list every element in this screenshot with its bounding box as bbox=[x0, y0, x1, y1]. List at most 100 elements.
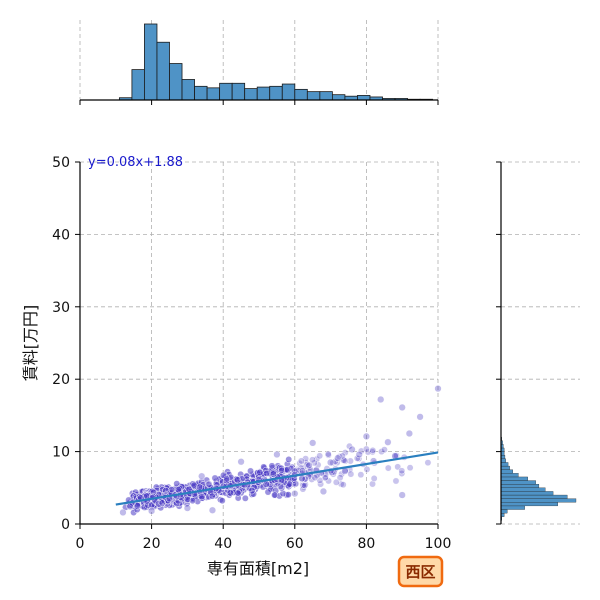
scatter-point bbox=[262, 480, 270, 488]
y-hist-bar bbox=[500, 469, 513, 474]
y-hist-bar bbox=[500, 465, 510, 470]
scatter-point bbox=[234, 489, 242, 497]
scatter-point bbox=[284, 491, 292, 499]
scatter-point bbox=[126, 502, 134, 511]
scatter-point bbox=[198, 492, 206, 501]
scatter-point bbox=[269, 470, 277, 478]
scatter-point bbox=[155, 500, 163, 508]
scatter-point bbox=[305, 461, 313, 470]
y-hist-bar bbox=[500, 462, 509, 467]
scatter-point bbox=[291, 467, 299, 475]
scatter-point bbox=[119, 508, 127, 517]
y-tick-label: 20 bbox=[52, 372, 70, 388]
x-hist-bar bbox=[194, 85, 208, 101]
scatter-point bbox=[301, 482, 309, 489]
scatter-point bbox=[309, 439, 317, 447]
district-badge-label: 西区 bbox=[405, 563, 435, 581]
scatter-point bbox=[339, 481, 347, 489]
scatter-point bbox=[353, 454, 361, 462]
scatter-point bbox=[406, 464, 414, 472]
scatter-point bbox=[162, 487, 170, 495]
scatter-point bbox=[434, 384, 442, 393]
scatter-point bbox=[369, 480, 376, 488]
scatter-point bbox=[298, 474, 306, 483]
x-tick-label: 80 bbox=[357, 536, 375, 552]
scatter-point bbox=[268, 462, 276, 470]
y-hist-bar bbox=[500, 498, 577, 503]
y-hist-bar bbox=[500, 505, 525, 510]
scatter-point bbox=[223, 475, 231, 483]
scatter-point bbox=[416, 413, 424, 421]
x-hist-bar bbox=[181, 79, 195, 101]
x-hist-bar bbox=[156, 41, 170, 101]
scatter-point bbox=[299, 481, 307, 489]
scatter-point bbox=[392, 477, 400, 485]
scatter-point bbox=[324, 450, 332, 458]
x-tick-label: 100 bbox=[425, 536, 452, 552]
scatter-point bbox=[196, 483, 204, 491]
scatter-point bbox=[133, 502, 141, 510]
y-hist-bar bbox=[500, 476, 528, 481]
scatter-point bbox=[285, 456, 293, 463]
y-tick-label: 0 bbox=[61, 517, 70, 533]
scatter-point bbox=[198, 472, 206, 480]
scatter-point bbox=[326, 458, 335, 467]
y-tick-label: 40 bbox=[52, 227, 70, 243]
scatter-point bbox=[347, 470, 355, 478]
x-hist-bar bbox=[357, 95, 371, 101]
scatter-point bbox=[363, 465, 371, 473]
scatter-point bbox=[424, 459, 432, 467]
scatter-point bbox=[405, 429, 414, 438]
scatter-point bbox=[340, 456, 348, 464]
scatter-point bbox=[377, 395, 385, 404]
scatter-point bbox=[211, 474, 219, 482]
scatter-point bbox=[237, 458, 245, 466]
y-hist-bar bbox=[500, 458, 506, 463]
scatter-point bbox=[273, 450, 281, 459]
y-hist-bar bbox=[500, 502, 558, 507]
scatter-point bbox=[248, 487, 256, 495]
x-hist-bar bbox=[319, 91, 333, 101]
x-hist-bar bbox=[281, 83, 296, 101]
x-hist-bar bbox=[131, 69, 145, 101]
scatter-point bbox=[398, 470, 406, 477]
scatter-point bbox=[355, 450, 363, 459]
scatter-point bbox=[157, 498, 165, 506]
scatter-point bbox=[314, 461, 322, 469]
scatter-point bbox=[283, 466, 292, 474]
scatter-point bbox=[174, 486, 182, 494]
scatter-point bbox=[311, 474, 319, 482]
scatter-point bbox=[233, 476, 242, 484]
scatter-point bbox=[250, 490, 257, 498]
scatter-point bbox=[264, 488, 272, 496]
scatter-point bbox=[362, 432, 371, 441]
scatter-point bbox=[321, 474, 329, 482]
scatter-point bbox=[332, 478, 340, 486]
scatter-point bbox=[297, 457, 305, 465]
scatter-point bbox=[276, 482, 285, 491]
x-hist-bar bbox=[256, 86, 271, 101]
x-axis-label: 専有面積[m2] bbox=[207, 559, 309, 578]
x-hist-bar bbox=[169, 63, 183, 101]
scatter-point bbox=[398, 491, 406, 499]
scatter-point bbox=[271, 491, 279, 499]
scatter-point bbox=[140, 503, 149, 511]
x-hist-bar bbox=[206, 87, 221, 101]
x-hist-bar bbox=[144, 23, 158, 101]
scatter-point bbox=[263, 469, 271, 477]
y-tick-label: 50 bbox=[52, 155, 70, 171]
scatter-point bbox=[241, 494, 249, 502]
scatter-point bbox=[256, 469, 264, 476]
y-hist-bar bbox=[500, 480, 536, 485]
scatter-point bbox=[247, 467, 255, 475]
scatter-point bbox=[147, 507, 156, 515]
scatter-point bbox=[384, 438, 392, 446]
y-hist-bar bbox=[500, 491, 554, 496]
x-hist-bar bbox=[269, 85, 283, 101]
scatter-point bbox=[380, 446, 388, 454]
y-hist-bar bbox=[500, 509, 508, 514]
scatter-point bbox=[298, 467, 306, 475]
top-marginal-histogram bbox=[79, 20, 439, 105]
scatter-point bbox=[183, 495, 192, 504]
scatter-point bbox=[147, 501, 156, 509]
